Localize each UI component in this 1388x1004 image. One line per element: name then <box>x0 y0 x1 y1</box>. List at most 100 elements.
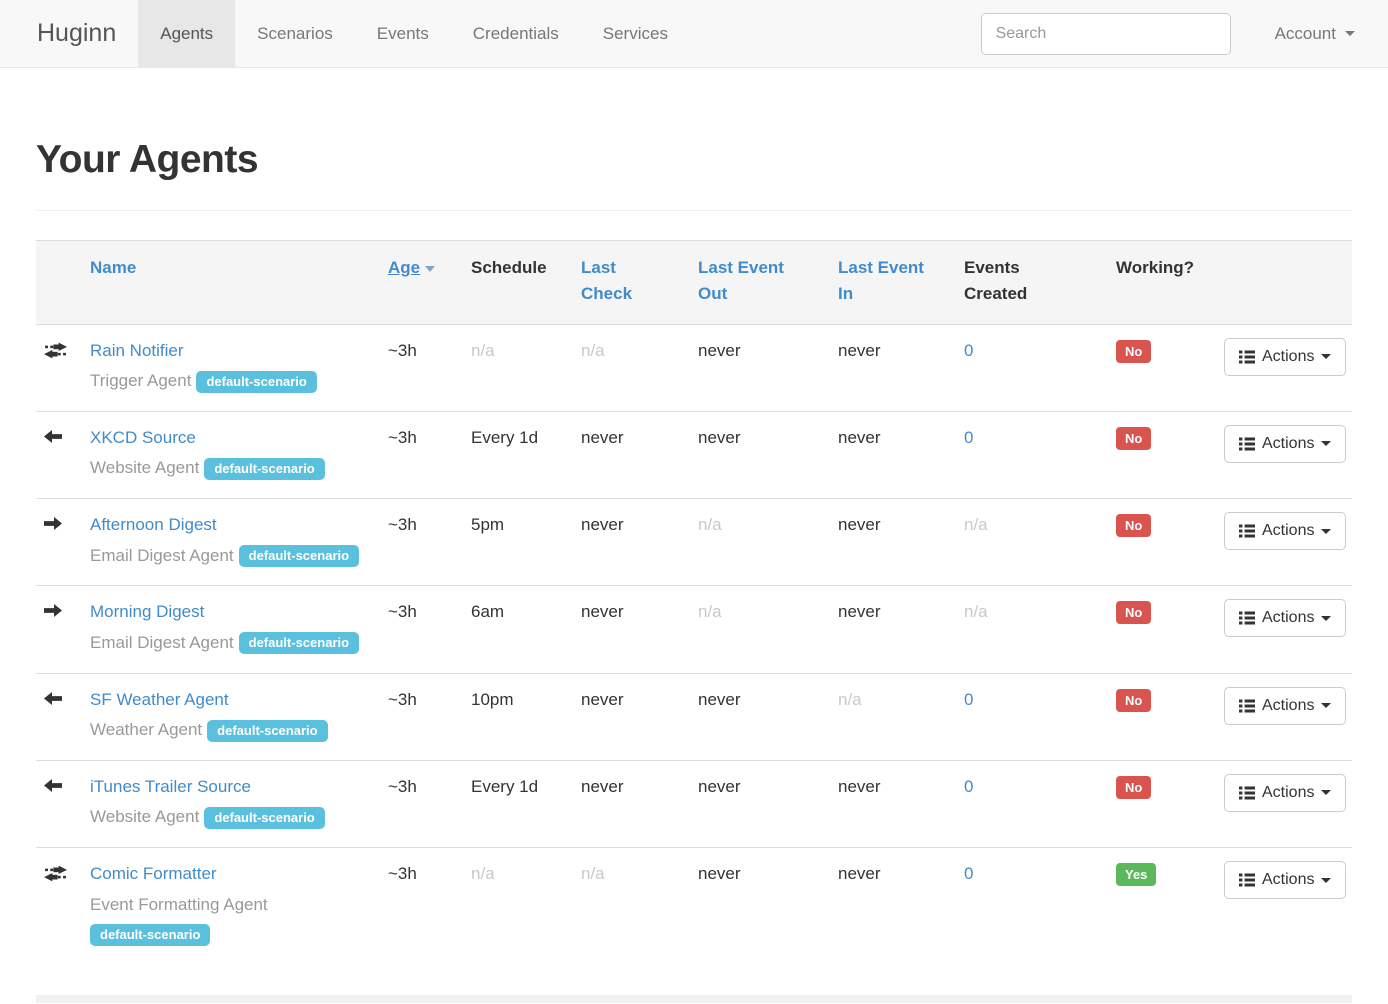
actions-button-label: Actions <box>1262 522 1315 540</box>
working-badge: No <box>1116 339 1152 363</box>
agent-row: Comic Formatter Event Formatting Agent de… <box>36 847 1352 965</box>
agent-name-link[interactable]: iTunes Trailer Source <box>90 776 251 796</box>
agent-name-link[interactable]: XKCD Source <box>90 427 196 447</box>
actions-button[interactable]: Actions <box>1224 424 1347 463</box>
agent-schedule: 5pm <box>463 498 573 586</box>
search-input[interactable] <box>980 12 1231 55</box>
agent-age: ~3h <box>380 410 463 499</box>
list-icon <box>1239 873 1255 887</box>
nav-item-agents[interactable]: Agents <box>138 0 236 68</box>
actions-button[interactable]: Actions <box>1224 686 1347 725</box>
navbar: Huginn Agents Scenarios Events Credentia… <box>0 0 1388 68</box>
agent-last-event-in: n/a <box>830 672 956 761</box>
scenario-badge[interactable]: default-scenario <box>90 923 211 946</box>
col-header-actions <box>1216 240 1352 325</box>
col-header-name[interactable]: Name <box>90 258 137 277</box>
arrow-left-icon <box>44 691 74 706</box>
agent-name-link[interactable]: SF Weather Agent <box>90 689 229 709</box>
working-badge: No <box>1116 426 1152 450</box>
working-badge: Yes <box>1116 863 1157 887</box>
actions-button-label: Actions <box>1262 871 1315 889</box>
agent-last-event-in: never <box>830 847 956 965</box>
actions-button-label: Actions <box>1262 347 1315 365</box>
agent-last-check: n/a <box>581 340 605 360</box>
scenario-badge[interactable]: default-scenario <box>207 719 328 742</box>
col-header-working: Working? <box>1116 258 1195 277</box>
primary-nav: Agents Scenarios Events Credentials Serv… <box>138 0 690 68</box>
agent-row: Morning Digest Email Digest Agent default… <box>36 585 1352 674</box>
agent-type-label: Email Digest Agent <box>90 545 234 565</box>
agent-last-event-out: never <box>690 759 830 848</box>
scenario-badge[interactable]: default-scenario <box>238 632 360 655</box>
arrow-left-icon <box>44 429 74 444</box>
agent-name-link[interactable]: Morning Digest <box>90 602 205 622</box>
agent-last-event-out: never <box>698 340 741 360</box>
chevron-down-icon <box>1321 877 1332 883</box>
col-header-last-check[interactable]: Last Check <box>581 258 633 304</box>
agent-age: ~3h <box>380 498 463 586</box>
agent-type-label: Event Formatting Agent <box>90 894 268 914</box>
agent-row: Afternoon Digest Email Digest Agent defau… <box>36 498 1352 586</box>
nav-item-events[interactable]: Events <box>376 24 429 43</box>
events-created-link[interactable]: 0 <box>964 340 974 360</box>
chevron-down-icon <box>1321 441 1332 447</box>
table-header-row: Name Age Schedule Last Check Last Event … <box>36 240 1352 325</box>
list-icon <box>1239 350 1255 364</box>
nav-item-credentials[interactable]: Credentials <box>472 24 559 43</box>
scenario-badge[interactable]: default-scenario <box>196 370 317 393</box>
scenario-badge[interactable]: default-scenario <box>238 545 360 568</box>
chevron-down-icon <box>1321 615 1332 621</box>
actions-button-label: Actions <box>1262 609 1315 627</box>
agent-name-link[interactable]: Rain Notifier <box>90 340 184 360</box>
agent-last-event-in: never <box>838 340 881 360</box>
account-menu[interactable]: Account <box>1275 24 1355 44</box>
footer-divider <box>36 995 1352 1004</box>
events-created-link[interactable]: 0 <box>964 864 974 884</box>
working-badge: No <box>1116 514 1152 538</box>
actions-button[interactable]: Actions <box>1224 773 1347 812</box>
chevron-down-icon <box>1321 528 1332 534</box>
working-badge: No <box>1116 775 1152 799</box>
nav-item-services[interactable]: Services <box>602 24 668 43</box>
chevron-down-icon <box>1345 31 1355 36</box>
actions-button[interactable]: Actions <box>1224 599 1347 638</box>
agent-last-check: never <box>573 498 690 586</box>
col-header-age[interactable]: Age <box>388 258 421 277</box>
agent-schedule: n/a <box>471 340 495 360</box>
agent-last-event-in: never <box>830 759 956 848</box>
list-icon <box>1239 786 1255 800</box>
agent-last-check: n/a <box>573 847 690 965</box>
col-header-events-created: Events Created <box>964 258 1028 304</box>
list-icon <box>1239 437 1255 451</box>
list-icon <box>1239 611 1255 625</box>
col-header-icon <box>36 240 82 325</box>
agent-last-event-in: never <box>830 585 956 674</box>
agent-schedule: n/a <box>463 847 573 965</box>
actions-button[interactable]: Actions <box>1224 337 1347 376</box>
agent-type-label: Website Agent <box>90 458 200 478</box>
col-header-last-event-out[interactable]: Last Event Out <box>698 258 784 304</box>
scenario-badge[interactable]: default-scenario <box>204 806 325 829</box>
bidirectional-arrows-icon <box>44 865 74 882</box>
agent-schedule: 6am <box>463 585 573 674</box>
events-created-link[interactable]: 0 <box>964 689 974 709</box>
agents-table: Name Age Schedule Last Check Last Event … <box>36 240 1352 965</box>
scenario-badge[interactable]: default-scenario <box>204 457 325 480</box>
agent-age: ~3h <box>380 847 463 965</box>
agent-schedule: 10pm <box>463 672 573 761</box>
actions-button[interactable]: Actions <box>1224 512 1347 551</box>
agent-age: ~3h <box>388 340 417 360</box>
agent-type-label: Trigger Agent <box>90 371 192 391</box>
agent-name-link[interactable]: Comic Formatter <box>90 864 217 884</box>
main-content: Your Agents Name Age Schedule Last Check… <box>0 138 1388 1004</box>
chevron-down-icon <box>1321 703 1332 709</box>
col-header-last-event-in[interactable]: Last Event In <box>838 258 924 304</box>
nav-item-scenarios[interactable]: Scenarios <box>257 24 333 43</box>
actions-button[interactable]: Actions <box>1224 861 1347 900</box>
events-created-link[interactable]: 0 <box>964 427 974 447</box>
events-created-link[interactable]: 0 <box>964 776 974 796</box>
events-created-link: n/a <box>964 515 988 535</box>
agent-name-link[interactable]: Afternoon Digest <box>90 515 217 535</box>
brand-link[interactable]: Huginn <box>37 19 117 47</box>
agent-row: Rain Notifier Trigger Agent default-scena… <box>36 324 1352 411</box>
